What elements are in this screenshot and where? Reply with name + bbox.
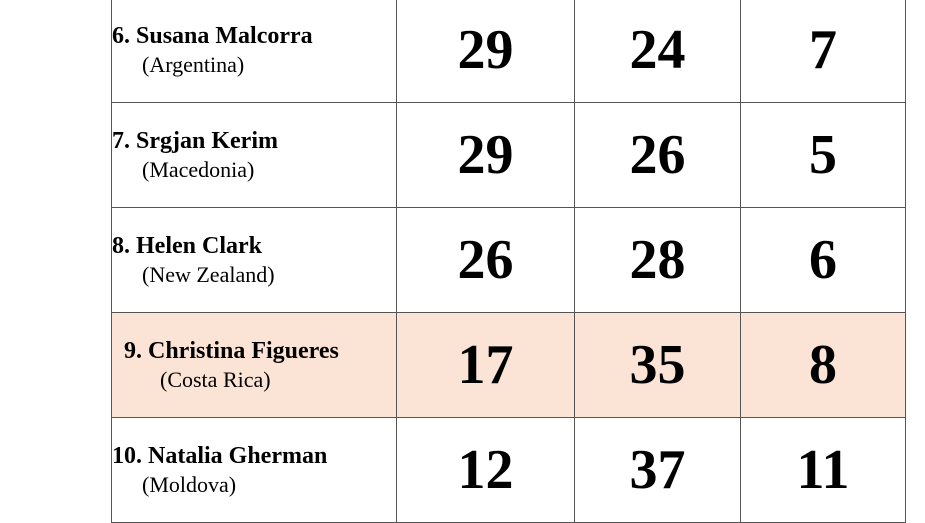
candidate-country: (Costa Rica) <box>160 367 271 392</box>
value-col-1: 17 <box>396 312 575 418</box>
value-col-1: 29 <box>396 0 575 103</box>
value-col-3: 7 <box>740 0 906 103</box>
value-col-3: 11 <box>740 417 906 523</box>
candidate-name: Susana Malcorra <box>136 23 313 49</box>
table-row: 6. Susana Malcorra (Argentina) 29 24 7 <box>111 0 906 103</box>
candidate-name: Natalia Gherman <box>148 443 328 469</box>
table-row: 7. Srgjan Kerim (Macedonia) 29 26 5 <box>111 102 906 208</box>
rank: 7. <box>112 128 130 154</box>
value-col-1: 29 <box>396 102 575 208</box>
candidate-cell: 9. Christina Figueres (Costa Rica) <box>111 312 397 418</box>
value-col-3: 6 <box>740 207 906 313</box>
candidate-country: (Argentina) <box>142 52 245 77</box>
candidate-name: Christina Figueres <box>148 338 339 364</box>
candidate-country: (Macedonia) <box>142 157 255 182</box>
candidate-cell: 7. Srgjan Kerim (Macedonia) <box>111 102 397 208</box>
rank: 8. <box>112 233 130 259</box>
table-row: 10. Natalia Gherman (Moldova) 12 37 11 <box>111 417 906 523</box>
rank: 9. <box>124 338 142 364</box>
value-col-2: 35 <box>574 312 741 418</box>
value-col-2: 26 <box>574 102 741 208</box>
candidate-cell: 10. Natalia Gherman (Moldova) <box>111 417 397 523</box>
value-col-3: 5 <box>740 102 906 208</box>
candidate-name: Helen Clark <box>136 233 262 259</box>
value-col-2: 28 <box>574 207 741 313</box>
candidate-name: Srgjan Kerim <box>136 128 278 154</box>
results-table: 6. Susana Malcorra (Argentina) 29 24 7 7… <box>111 0 906 523</box>
rank: 10. <box>112 443 142 469</box>
rank: 6. <box>112 23 130 49</box>
candidate-cell: 6. Susana Malcorra (Argentina) <box>111 0 397 103</box>
table-row: 8. Helen Clark (New Zealand) 26 28 6 <box>111 207 906 313</box>
value-col-2: 24 <box>574 0 741 103</box>
value-col-2: 37 <box>574 417 741 523</box>
value-col-1: 26 <box>396 207 575 313</box>
candidate-country: (New Zealand) <box>142 262 275 287</box>
candidate-cell: 8. Helen Clark (New Zealand) <box>111 207 397 313</box>
candidate-country: (Moldova) <box>142 472 237 497</box>
value-col-3: 8 <box>740 312 906 418</box>
value-col-1: 12 <box>396 417 575 523</box>
table-row: 9. Christina Figueres (Costa Rica) 17 35… <box>111 312 906 418</box>
